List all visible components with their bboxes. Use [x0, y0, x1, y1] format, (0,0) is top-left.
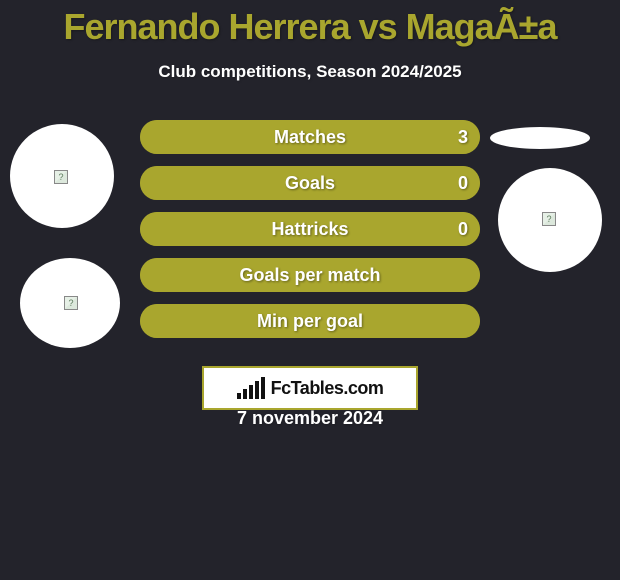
- stat-bar-goals-per-match: Goals per match: [140, 258, 480, 292]
- stat-bar-min-per-goal: Min per goal: [140, 304, 480, 338]
- comparison-title: Fernando Herrera vs MagaÃ±a: [0, 0, 620, 48]
- decor-shape-3: ?: [20, 258, 120, 348]
- stat-bars: Matches3Goals0Hattricks0Goals per matchM…: [140, 120, 480, 350]
- bar-label: Goals per match: [140, 265, 480, 286]
- bar-label: Goals: [140, 173, 480, 194]
- decor-shape-2: ?: [498, 168, 602, 272]
- bar-label: Hattricks: [140, 219, 480, 240]
- fctables-badge: FcTables.com: [202, 366, 418, 410]
- stat-bar-hattricks: Hattricks0: [140, 212, 480, 246]
- decor-shape-0: ?: [10, 124, 114, 228]
- bar-chart-icon: [237, 377, 265, 399]
- bar-value: 0: [458, 219, 468, 240]
- bar-label: Matches: [140, 127, 480, 148]
- decor-shape-1: [490, 127, 590, 149]
- stat-bar-matches: Matches3: [140, 120, 480, 154]
- placeholder-image-icon: ?: [54, 170, 68, 184]
- bar-value: 3: [458, 127, 468, 148]
- bar-value: 0: [458, 173, 468, 194]
- placeholder-image-icon: ?: [64, 296, 78, 310]
- bar-label: Min per goal: [140, 311, 480, 332]
- stat-bar-goals: Goals0: [140, 166, 480, 200]
- fctables-label: FcTables.com: [271, 378, 384, 399]
- generated-date: 7 november 2024: [0, 408, 620, 429]
- comparison-subtitle: Club competitions, Season 2024/2025: [0, 62, 620, 82]
- placeholder-image-icon: ?: [542, 212, 556, 226]
